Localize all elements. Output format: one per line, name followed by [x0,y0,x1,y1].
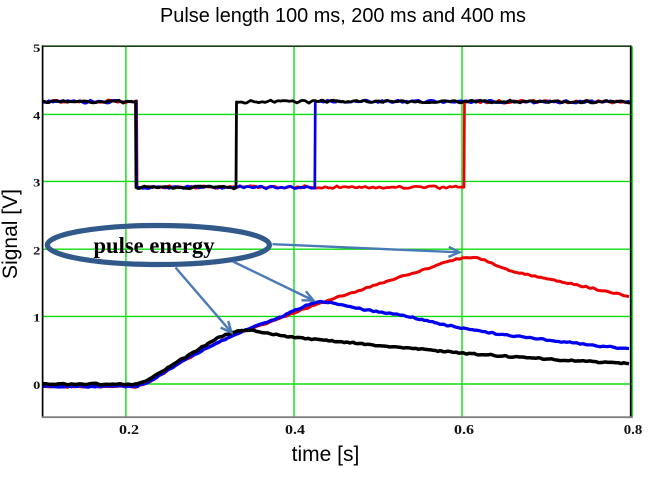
svg-text:Signal [V]: Signal [V] [0,189,22,279]
svg-text:4: 4 [33,111,41,123]
svg-text:0: 0 [33,380,41,392]
svg-text:time [s]: time [s] [292,443,360,466]
svg-text:5: 5 [33,43,41,55]
svg-text:2: 2 [33,245,41,257]
svg-text:Pulse length 100 ms, 200 ms an: Pulse length 100 ms, 200 ms and 400 ms [160,5,526,27]
svg-text:0.4: 0.4 [285,423,305,438]
svg-text:3: 3 [33,178,41,190]
svg-text:1: 1 [33,313,41,325]
svg-text:pulse energy: pulse energy [94,233,215,258]
svg-text:0.2: 0.2 [119,423,139,438]
svg-text:0.6: 0.6 [454,423,474,438]
svg-text:0.8: 0.8 [624,423,643,438]
